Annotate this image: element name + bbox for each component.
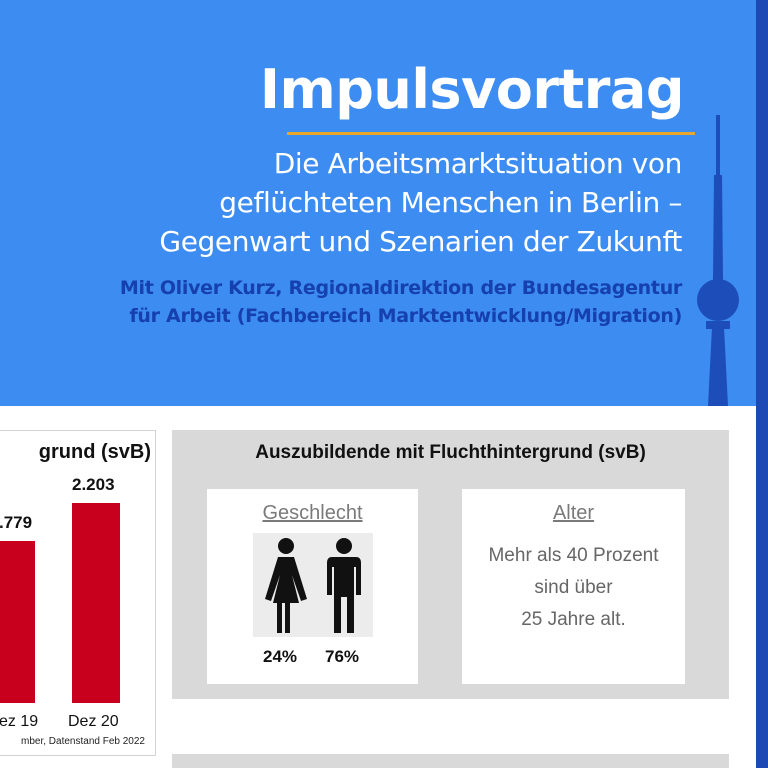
bar-dez-20 <box>72 503 120 703</box>
age-text: Mehr als 40 Prozent sind über 25 Jahre a… <box>462 540 685 636</box>
gender-card: Geschlecht 24% 76% <box>207 489 418 684</box>
age-title: Alter <box>552 502 595 524</box>
apprentices-chart-panel: grund (svB) .779 ez 19 2.203 Dez 20 mber, D… <box>0 430 156 756</box>
tv-tower-icon <box>697 115 739 406</box>
panel-heading: Auszubildende mit Fluchthintergrund (svB… <box>255 442 646 463</box>
title-underline <box>287 132 695 135</box>
right-edge-bar <box>756 0 768 768</box>
refugee-apprentices-panel: Auszubildende mit Fluchthintergrund (svB… <box>172 430 729 699</box>
speaker-line: Mit Oliver Kurz, Regionaldirektion der B… <box>119 277 682 299</box>
bar-category-label: Dez 20 <box>68 713 119 730</box>
header-banner: Impulsvortrag Die Arbeitsmarktsituation … <box>0 0 756 406</box>
bar-dez-19 <box>0 541 35 703</box>
speaker-info: Mit Oliver Kurz, Regionaldirektion der B… <box>120 274 682 330</box>
subtitle-line: geflüchteten Menschen in Berlin – <box>219 186 682 219</box>
bar-value-label: 2.203 <box>72 475 115 494</box>
female-percentage: 24% <box>263 647 298 666</box>
age-text-line: 25 Jahre alt. <box>521 609 626 630</box>
age-text-line: Mehr als 40 Prozent <box>488 545 659 566</box>
gender-figures <box>253 533 373 637</box>
speaker-line: für Arbeit (Fachbereich Marktentwicklung… <box>129 305 682 327</box>
page-title: Impulsvortrag <box>259 58 685 121</box>
subtitle: Die Arbeitsmarktsituation von geflüchtet… <box>159 144 682 261</box>
age-text-line: sind über <box>534 577 613 598</box>
male-figure-icon <box>327 538 361 633</box>
next-panel-edge <box>172 754 729 768</box>
subtitle-line: Gegenwart und Szenarien der Zukunft <box>159 225 682 258</box>
age-card: Alter Mehr als 40 Prozent sind über 25 J… <box>462 489 685 684</box>
chart-heading: grund (svB) <box>38 441 151 463</box>
gender-title: Geschlecht <box>262 502 363 524</box>
chart-source: mber, Datenstand Feb 2022 <box>21 736 145 747</box>
subtitle-line: Die Arbeitsmarktsituation von <box>273 147 683 180</box>
male-percentage: 76% <box>325 647 360 666</box>
bar-category-label: ez 19 <box>0 713 39 730</box>
bar-value-label: .779 <box>0 513 33 533</box>
female-figure-icon <box>265 538 307 633</box>
